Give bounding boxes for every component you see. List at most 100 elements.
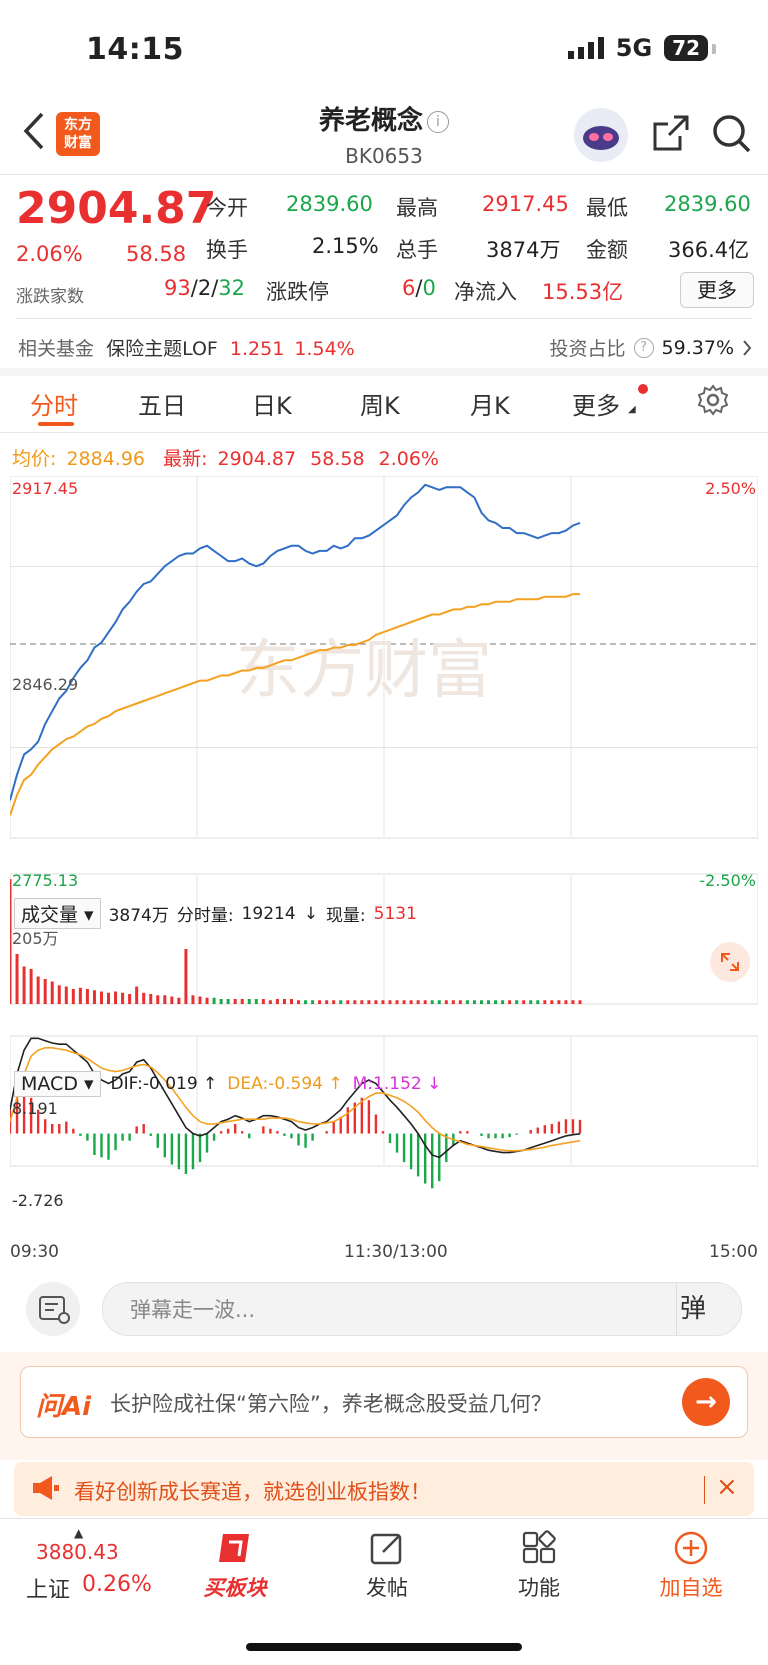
macd-bar bbox=[135, 1126, 138, 1134]
macd-bar bbox=[339, 1116, 342, 1134]
nav-post[interactable]: 发帖 bbox=[332, 1530, 442, 1602]
netflow-value: 15.53亿 bbox=[542, 280, 624, 304]
intraday-chart[interactable]: 东方财富 2917.45 2.50% 2846.29 2775.13 -2.50… bbox=[10, 476, 758, 1242]
volume-bar bbox=[233, 999, 237, 1004]
index-name[interactable]: 上证 bbox=[26, 1578, 71, 1603]
divider bbox=[676, 1283, 677, 1335]
volume-bar bbox=[409, 1000, 413, 1004]
macd-bar bbox=[219, 1131, 223, 1134]
macd-bar bbox=[114, 1133, 117, 1151]
macd-bar bbox=[269, 1128, 272, 1134]
volume-bar bbox=[22, 966, 26, 1004]
tab-five-day[interactable]: 五日 bbox=[138, 392, 186, 420]
volume-bar bbox=[226, 999, 230, 1004]
macd-bar bbox=[557, 1121, 561, 1134]
network-type: 5G bbox=[615, 34, 653, 62]
volume-label: 总手 bbox=[396, 238, 438, 262]
volume-bar bbox=[318, 1000, 322, 1004]
macd-bar bbox=[501, 1133, 504, 1139]
volume-bar bbox=[92, 990, 96, 1004]
robot-avatar-icon[interactable] bbox=[574, 108, 628, 162]
volume-bar bbox=[43, 979, 47, 1004]
volume-bar bbox=[275, 999, 279, 1004]
volume-bar bbox=[212, 997, 216, 1004]
tab-weekly-k[interactable]: 周K bbox=[360, 392, 400, 420]
macd-bar bbox=[128, 1133, 131, 1141]
high-value: 2917.45 bbox=[482, 192, 569, 216]
macd-bar bbox=[184, 1133, 188, 1175]
search-icon[interactable] bbox=[712, 114, 752, 158]
share-icon[interactable] bbox=[652, 114, 690, 156]
volume-indicator-select[interactable]: 成交量 ▾ bbox=[14, 898, 101, 929]
macd-bar bbox=[487, 1133, 490, 1139]
volume-bar bbox=[247, 999, 251, 1004]
danmu-input[interactable] bbox=[102, 1282, 742, 1336]
volume-bar bbox=[149, 994, 153, 1004]
ad-banner[interactable] bbox=[14, 1462, 754, 1516]
ai-question-card[interactable] bbox=[20, 1366, 748, 1438]
ad-text[interactable]: 看好创新成长赛道，就选创业板指数！ bbox=[74, 1480, 431, 1504]
amount-label: 金额 bbox=[586, 238, 628, 262]
macd-bar bbox=[233, 1124, 237, 1134]
divider bbox=[704, 1476, 705, 1504]
low-value: 2839.60 bbox=[664, 192, 751, 216]
danmu-toggle-button[interactable]: 弹 bbox=[680, 1294, 707, 1324]
invest-label: 投资占比 bbox=[549, 338, 626, 360]
macd-indicator-select[interactable]: MACD ▾ bbox=[14, 1071, 101, 1097]
danmu-list-icon[interactable] bbox=[26, 1282, 80, 1336]
tab-intraday[interactable]: 分时 bbox=[30, 392, 78, 420]
macd-bar bbox=[543, 1125, 547, 1134]
volume-bar bbox=[451, 1000, 455, 1004]
tab-more[interactable]: 更多 bbox=[572, 392, 620, 420]
macd-bar bbox=[276, 1131, 279, 1134]
invest-ratio[interactable]: 投资占比 ? 59.37% bbox=[550, 334, 752, 361]
buy-sector-icon bbox=[180, 1530, 290, 1566]
macd-bar bbox=[325, 1131, 328, 1134]
index-change[interactable]: 0.26% bbox=[82, 1572, 152, 1597]
dea-line bbox=[10, 1046, 581, 1152]
nav-buy-sector[interactable]: 买板块 bbox=[180, 1530, 290, 1602]
close-icon[interactable]: × bbox=[716, 1472, 738, 1502]
volume-bar bbox=[99, 991, 103, 1004]
grid-icon bbox=[484, 1530, 594, 1566]
macd-bar bbox=[571, 1119, 575, 1134]
volume-bar bbox=[142, 992, 146, 1004]
fund-label: 相关基金 bbox=[18, 338, 95, 360]
arrow-right-icon[interactable]: → bbox=[682, 1378, 730, 1426]
fund-pct: 1.54% bbox=[294, 338, 355, 360]
macd-bar bbox=[100, 1133, 103, 1158]
help-icon[interactable]: ? bbox=[633, 337, 654, 358]
divider bbox=[0, 432, 768, 433]
nav-add-watchlist[interactable]: 加自选 bbox=[636, 1530, 746, 1602]
ai-logo: 问Ai bbox=[36, 1392, 92, 1422]
volume-bar bbox=[501, 1000, 505, 1004]
volume-bar bbox=[423, 1000, 427, 1004]
open-value: 2839.60 bbox=[286, 192, 373, 216]
back-icon[interactable] bbox=[22, 112, 46, 157]
more-button[interactable]: 更多 bbox=[680, 272, 754, 308]
macd-bar bbox=[297, 1133, 300, 1146]
volume-bar bbox=[430, 1000, 434, 1004]
macd-bar bbox=[198, 1133, 202, 1163]
settings-icon[interactable] bbox=[697, 384, 729, 420]
macd-bar bbox=[550, 1124, 554, 1134]
related-fund-row[interactable]: 相关基金 保险主题LOF 1.251 1.54% bbox=[18, 334, 355, 361]
volume-bar bbox=[198, 996, 202, 1004]
volume-bar bbox=[184, 949, 188, 1004]
app-logo: 东方 财富 bbox=[56, 112, 100, 156]
macd-bar bbox=[431, 1133, 434, 1189]
tab-daily-k[interactable]: 日K bbox=[252, 392, 292, 420]
info-icon[interactable]: i bbox=[427, 110, 449, 133]
ai-question-text[interactable]: 长护险成社保“第六险”，养老概念股受益几何？ bbox=[110, 1392, 552, 1416]
volume-value: 3874万 bbox=[486, 238, 561, 262]
tab-monthly-k[interactable]: 月K bbox=[470, 392, 510, 420]
volume-bar bbox=[57, 985, 61, 1004]
volume-max-label: 205万 bbox=[12, 929, 59, 948]
macd-bar bbox=[445, 1133, 448, 1163]
volume-bar bbox=[15, 954, 19, 1004]
nav-functions[interactable]: 功能 bbox=[484, 1530, 594, 1602]
volume-bar bbox=[282, 999, 286, 1004]
expand-icon[interactable] bbox=[710, 942, 750, 982]
volume-bar bbox=[529, 1000, 533, 1004]
index-value[interactable]: 3880.43 bbox=[36, 1540, 119, 1564]
